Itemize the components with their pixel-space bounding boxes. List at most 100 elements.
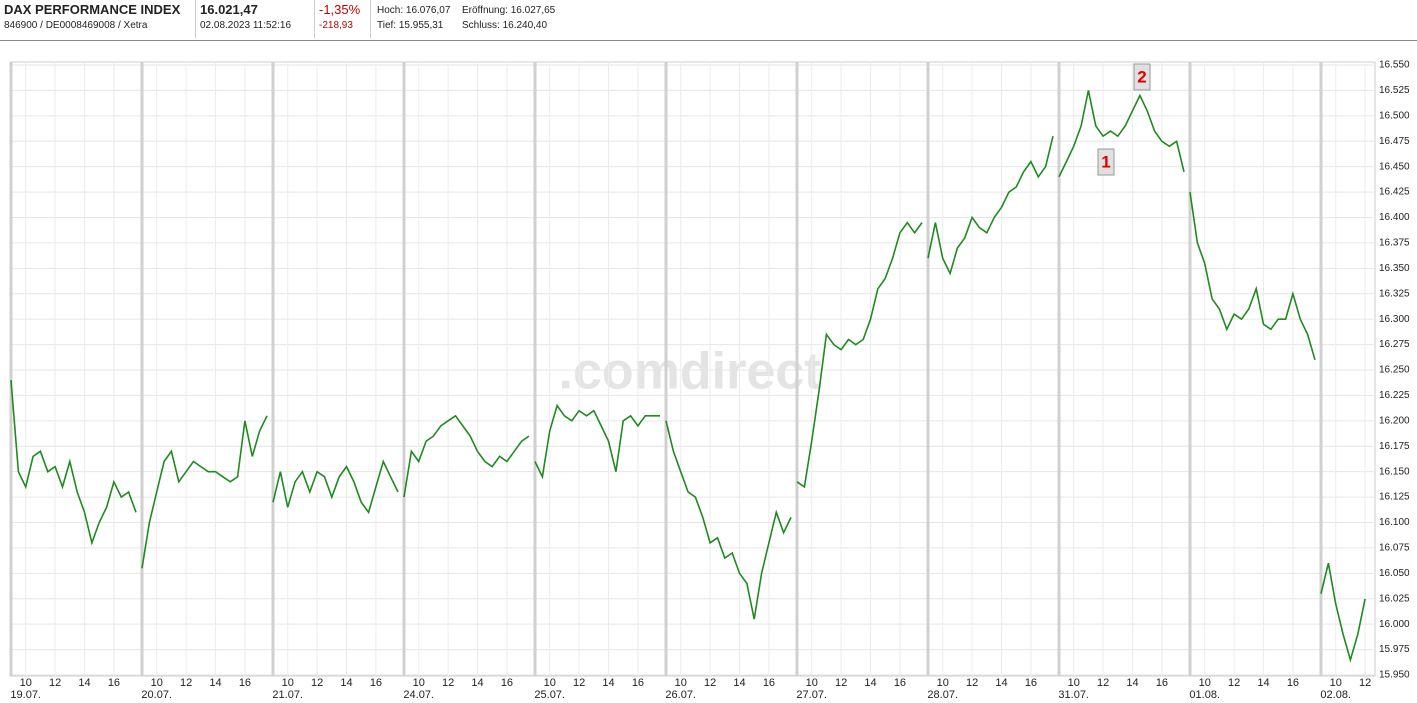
change-cell: -1,35% -218,93 <box>315 0 371 38</box>
x-tick-label: 10 <box>937 677 949 689</box>
price-line <box>272 459 399 515</box>
x-tick-label: 14 <box>864 677 876 689</box>
y-tick-label: 16.275 <box>1379 339 1410 350</box>
y-tick-label: 16.525 <box>1379 85 1410 96</box>
annotation: 2 <box>1137 67 1146 86</box>
low: Tief: 15.955,31 <box>377 20 444 31</box>
x-tick-label: 14 <box>340 677 352 689</box>
x-tick-label: 10 <box>806 677 818 689</box>
x-tick-label: 12 <box>966 677 978 689</box>
day-label: 01.08. <box>1189 689 1220 701</box>
open: Eröffnung: 16.027,65 <box>462 5 556 16</box>
x-tick-label: 10 <box>282 677 294 689</box>
name-cell: DAX PERFORMANCE INDEX 846900 / DE0008469… <box>0 0 196 38</box>
x-tick-label: 16 <box>501 677 513 689</box>
x-tick-label: 16 <box>763 677 775 689</box>
datetime: 02.08.2023 11:52:16 <box>200 20 292 31</box>
price: 16.021,47 <box>200 2 258 17</box>
y-tick-label: 16.550 <box>1379 60 1410 71</box>
x-tick-label: 10 <box>151 677 163 689</box>
day-label: 02.08. <box>1320 689 1351 701</box>
chart: .comdirect 15.950 15.975 16.000 16.025 16.05… <box>9 60 1410 701</box>
x-tick-label: 14 <box>209 677 221 689</box>
y-tick-label: 16.350 <box>1379 263 1410 274</box>
y-tick-label: 16.175 <box>1379 441 1410 452</box>
x-tick-label: 12 <box>573 677 585 689</box>
x-tick-label: 10 <box>1068 677 1080 689</box>
x-tick-label: 12 <box>704 677 716 689</box>
day-label: 31.07. <box>1058 689 1089 701</box>
annotation: 1 <box>1101 152 1110 171</box>
index-ids: 846900 / DE0008469008 / Xetra <box>4 20 148 31</box>
y-tick-label: 16.150 <box>1379 466 1410 477</box>
y-tick-label: 15.975 <box>1379 644 1410 655</box>
day-label: 26.07. <box>665 689 696 701</box>
close: Schluss: 16.240,40 <box>462 20 548 31</box>
x-tick-label: 10 <box>413 677 425 689</box>
day-label: 28.07. <box>927 689 958 701</box>
x-tick-label: 12 <box>1228 677 1240 689</box>
index-name: DAX PERFORMANCE INDEX <box>4 2 181 17</box>
y-tick-label: 16.325 <box>1379 288 1410 299</box>
x-tick-label: 14 <box>1257 677 1269 689</box>
x-tick-label: 16 <box>894 677 906 689</box>
x-tick-label: 14 <box>602 677 614 689</box>
price-line <box>403 414 530 498</box>
price-line <box>665 420 792 620</box>
x-tick-label: 16 <box>370 677 382 689</box>
day-label: 27.07. <box>796 689 827 701</box>
price-line <box>1320 563 1366 663</box>
annotation-box <box>1133 63 1151 91</box>
x-tick-label: 14 <box>78 677 90 689</box>
x-tick-label: 14 <box>995 677 1007 689</box>
y-tick-label: 16.450 <box>1379 161 1410 172</box>
y-tick-label: 16.100 <box>1379 517 1410 528</box>
quote-header: DAX PERFORMANCE INDEX 846900 / DE0008469… <box>0 0 1417 41</box>
day-label: 20.07. <box>141 689 172 701</box>
x-tick-label: 12 <box>1097 677 1109 689</box>
x-tick-label: 12 <box>442 677 454 689</box>
y-tick-label: 16.075 <box>1379 543 1410 554</box>
high: Hoch: 16.076,07 <box>377 5 451 16</box>
price-cell: 16.021,47 02.08.2023 11:52:16 <box>196 0 315 38</box>
watermark: .comdirect <box>559 343 822 401</box>
y-tick-label: 16.050 <box>1379 568 1410 579</box>
y-tick-label: 16.375 <box>1379 238 1410 249</box>
price-line <box>534 403 660 480</box>
x-tick-label: 12 <box>835 677 847 689</box>
x-tick-label: 10 <box>20 677 32 689</box>
change-pct: -1,35% <box>319 2 361 17</box>
day-label: 25.07. <box>534 689 565 701</box>
y-tick-label: 16.475 <box>1379 136 1410 147</box>
x-tick-label: 16 <box>1025 677 1037 689</box>
y-tick-label: 16.500 <box>1379 110 1410 121</box>
price-line <box>10 380 137 546</box>
change-abs: -218,93 <box>319 20 353 31</box>
y-tick-label: 16.250 <box>1379 365 1410 376</box>
x-tick-label: 12 <box>1359 677 1371 689</box>
y-tick-label: 16.425 <box>1379 187 1410 198</box>
x-tick-label: 14 <box>733 677 745 689</box>
x-tick-label: 10 <box>1330 677 1342 689</box>
x-tick-label: 16 <box>1287 677 1299 689</box>
price-line <box>1189 191 1316 361</box>
day-label: 19.07. <box>10 689 41 701</box>
x-tick-label: 10 <box>544 677 556 689</box>
x-tick-label: 12 <box>49 677 61 689</box>
x-tick-label: 14 <box>471 677 483 689</box>
y-tick-label: 16.400 <box>1379 212 1410 223</box>
price-line <box>141 415 268 569</box>
annotation-box <box>1097 148 1115 176</box>
x-tick-label: 14 <box>1126 677 1138 689</box>
x-tick-label: 12 <box>180 677 192 689</box>
x-tick-label: 10 <box>1199 677 1211 689</box>
day-label: 21.07. <box>272 689 303 701</box>
x-tick-label: 16 <box>108 677 120 689</box>
y-tick-label: 16.200 <box>1379 415 1410 426</box>
y-tick-label: 16.000 <box>1379 619 1410 630</box>
y-tick-label: 16.225 <box>1379 390 1410 401</box>
x-tick-label: 16 <box>1156 677 1168 689</box>
x-tick-label: 10 <box>675 677 687 689</box>
day-label: 24.07. <box>403 689 434 701</box>
